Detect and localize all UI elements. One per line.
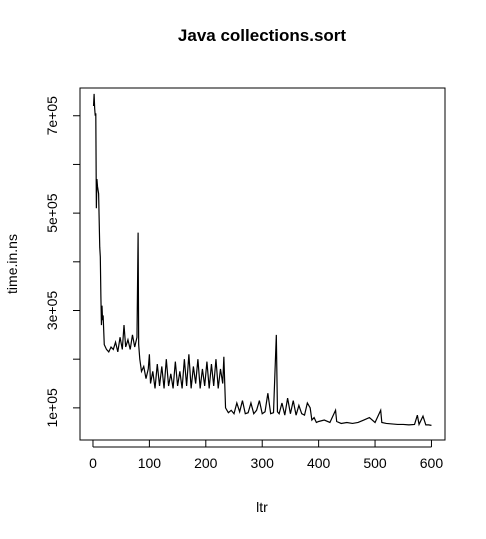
chart-title: Java collections.sort [178, 26, 347, 45]
y-tick-label: 3e+05 [44, 291, 60, 331]
x-tick-label: 400 [307, 455, 331, 471]
x-tick-label: 200 [194, 455, 218, 471]
y-tick-label: 5e+05 [44, 193, 60, 233]
x-tick-label: 100 [138, 455, 162, 471]
x-tick-label: 600 [420, 455, 444, 471]
y-tick-label: 1e+05 [44, 388, 60, 428]
y-tick-label: 7e+05 [44, 96, 60, 136]
x-tick-label: 300 [251, 455, 275, 471]
line [92, 93, 432, 427]
y-axis-label: time.in.ns [4, 234, 20, 294]
x-tick-label: 500 [363, 455, 387, 471]
x-tick-label: 0 [89, 455, 97, 471]
x-axis-label: ltr [256, 499, 268, 515]
